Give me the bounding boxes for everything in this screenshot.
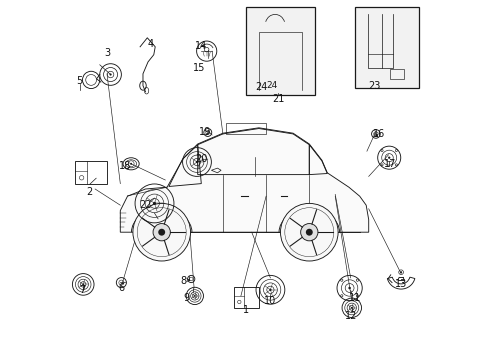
Circle shape xyxy=(269,289,271,291)
Text: 18: 18 xyxy=(119,161,131,171)
Text: 23: 23 xyxy=(368,81,380,91)
Circle shape xyxy=(130,163,132,165)
Polygon shape xyxy=(120,128,368,232)
Circle shape xyxy=(270,71,272,73)
Text: 14: 14 xyxy=(194,41,206,51)
Circle shape xyxy=(158,229,165,236)
Text: 24: 24 xyxy=(255,82,267,92)
Bar xyxy=(234,287,258,308)
Text: 19: 19 xyxy=(198,127,211,138)
Text: 4: 4 xyxy=(147,39,154,49)
Circle shape xyxy=(109,73,111,76)
Text: 24: 24 xyxy=(265,81,277,90)
Text: 16: 16 xyxy=(373,129,385,139)
Text: 17: 17 xyxy=(384,159,396,169)
Circle shape xyxy=(280,203,337,261)
Text: 10: 10 xyxy=(263,296,275,306)
Text: 22: 22 xyxy=(139,200,151,210)
Bar xyxy=(75,161,107,184)
Text: 21: 21 xyxy=(272,94,285,104)
Circle shape xyxy=(305,229,312,236)
Text: 1: 1 xyxy=(243,305,248,315)
Text: 11: 11 xyxy=(348,293,361,303)
Bar xyxy=(355,7,418,88)
Bar xyxy=(226,123,265,134)
Circle shape xyxy=(387,157,389,159)
Circle shape xyxy=(194,295,195,297)
Bar xyxy=(389,69,403,79)
Text: 8: 8 xyxy=(180,276,186,286)
Text: 5: 5 xyxy=(76,76,82,86)
Text: 20: 20 xyxy=(195,154,207,164)
Circle shape xyxy=(399,271,401,273)
Text: 9: 9 xyxy=(183,293,189,303)
Circle shape xyxy=(300,224,317,241)
Circle shape xyxy=(82,284,84,285)
Text: 6: 6 xyxy=(118,283,124,293)
Circle shape xyxy=(350,307,352,309)
Circle shape xyxy=(133,203,190,261)
Bar xyxy=(246,7,314,95)
Text: 12: 12 xyxy=(344,311,356,321)
Circle shape xyxy=(347,287,350,289)
Text: 15: 15 xyxy=(193,63,205,73)
Circle shape xyxy=(153,224,170,241)
Text: 2: 2 xyxy=(86,186,93,197)
Circle shape xyxy=(195,161,198,163)
Text: 7: 7 xyxy=(79,285,85,295)
Text: 3: 3 xyxy=(104,48,110,58)
Circle shape xyxy=(153,202,156,205)
Text: 13: 13 xyxy=(394,279,407,289)
